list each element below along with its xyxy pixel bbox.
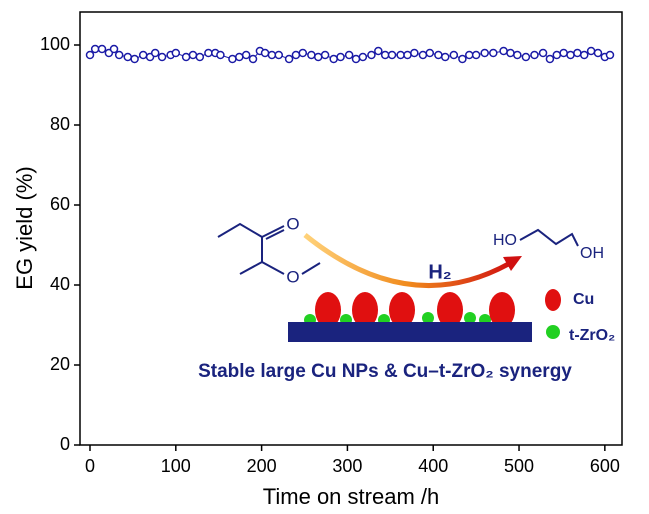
data-point: [241, 50, 251, 60]
data-point: [521, 52, 531, 62]
data-point: [358, 52, 368, 62]
data-point: [586, 46, 596, 56]
data-point: [579, 50, 589, 60]
x-tick-label: 500: [504, 456, 534, 476]
x-tick-label: 200: [247, 456, 277, 476]
x-tick-label: 100: [161, 456, 191, 476]
data-point: [216, 50, 225, 60]
data-point: [313, 52, 323, 62]
data-point: [559, 48, 568, 58]
data-point: [123, 52, 133, 62]
y-tick-label: 60: [50, 194, 70, 214]
atom-label: O: [286, 267, 299, 286]
data-point: [329, 54, 338, 64]
legend-label: Cu: [573, 291, 594, 308]
data-point: [480, 48, 489, 58]
data-point: [593, 48, 603, 58]
x-tick-label: 300: [332, 456, 362, 476]
product-molecule: [519, 228, 579, 247]
reactant-molecule: [217, 222, 321, 275]
data-point: [403, 50, 412, 60]
atom-label: O: [286, 214, 299, 233]
y-tick-label: 80: [50, 114, 70, 134]
arrow-head: [503, 256, 522, 271]
caption: Stable large Cu NPs & Cu–t-ZrO₂ synergy: [198, 361, 572, 382]
data-point: [307, 50, 316, 60]
data-point: [351, 54, 361, 64]
data-point: [458, 54, 467, 64]
x-tick-label: 600: [590, 456, 620, 476]
data-point: [171, 48, 181, 58]
data-point: [374, 46, 383, 56]
data-point: [566, 50, 575, 60]
data-point: [97, 44, 107, 54]
catalyst: [288, 289, 561, 342]
data-point: [130, 54, 139, 64]
data-point: [157, 52, 167, 62]
data-point: [465, 50, 474, 60]
reaction-arrow: [303, 233, 514, 288]
data-point: [387, 50, 397, 60]
data-point: [298, 48, 308, 58]
data-point: [291, 50, 301, 60]
data-point: [274, 50, 284, 60]
data-point: [109, 44, 119, 54]
data-point: [471, 50, 481, 60]
data-point: [418, 50, 428, 60]
data-point: [267, 50, 277, 60]
data-point: [506, 48, 515, 58]
data-point: [434, 50, 443, 60]
data-point: [396, 50, 405, 60]
data-point: [188, 50, 198, 60]
data-point: [573, 48, 582, 58]
data-point: [248, 54, 258, 64]
x-tick-label: 400: [418, 456, 448, 476]
data-point: [228, 54, 237, 64]
data-point: [195, 52, 205, 62]
data-point: [489, 48, 498, 58]
data-point: [150, 48, 160, 58]
data-point: [85, 50, 95, 60]
data-point: [605, 50, 615, 60]
data-point: [513, 50, 522, 60]
data-point: [410, 48, 419, 58]
data-point: [138, 50, 148, 60]
data-point: [530, 50, 539, 60]
data-point: [260, 48, 270, 58]
y-tick-label: 40: [50, 274, 70, 294]
data-point: [320, 50, 330, 60]
data-point: [499, 46, 508, 56]
reagent-label: H₂: [428, 261, 451, 283]
y-tick-label: 20: [50, 354, 70, 374]
data-point: [367, 50, 376, 60]
atom-label: HO: [493, 232, 517, 249]
data-point: [425, 48, 435, 58]
data-point: [552, 50, 562, 60]
x-tick-label: 0: [85, 456, 95, 476]
y-tick-label: 100: [40, 34, 70, 54]
plot-frame: [79, 11, 623, 446]
data-point: [235, 52, 244, 62]
inset-diagram: O O H₂ HO OH Cu t-ZrO₂ Stable large Cu N…: [198, 214, 615, 382]
data-point: [90, 44, 100, 54]
data-point: [204, 48, 213, 58]
x-axis-label: Time on stream /h: [263, 484, 439, 509]
y-axis-label: EG yield (%): [12, 166, 37, 289]
data-point: [538, 48, 548, 58]
legend-label: t-ZrO₂: [569, 327, 615, 344]
data-point: [440, 52, 450, 62]
data-point: [181, 52, 191, 62]
atom-label: OH: [580, 245, 604, 262]
data-point: [114, 50, 124, 60]
data-point: [284, 54, 294, 64]
data-point: [336, 52, 345, 62]
data-point: [545, 54, 555, 64]
data-point: [449, 50, 459, 60]
data-point: [380, 50, 390, 60]
y-tick-label: 0: [60, 434, 70, 454]
data-point: [344, 50, 354, 60]
